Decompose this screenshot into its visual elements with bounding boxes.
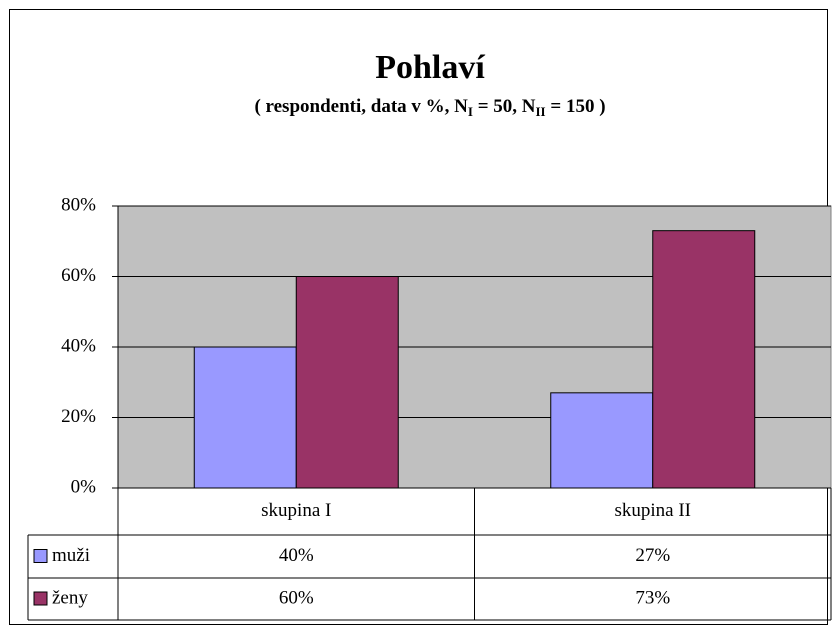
y-tick-label: 60% — [61, 265, 96, 286]
subtitle-part: II — [536, 104, 546, 119]
y-tick-label: 0% — [71, 476, 97, 497]
data-label: 60% — [279, 587, 314, 608]
x-tick-label: skupina I — [261, 500, 331, 521]
y-tick-label: 20% — [61, 406, 96, 427]
legend-key — [33, 591, 48, 606]
legend-label: muži — [52, 545, 90, 566]
bar — [652, 230, 756, 489]
subtitle-part: = 150 ) — [546, 96, 606, 117]
y-tick-label: 80% — [61, 194, 96, 215]
subtitle-part: = 50, N — [473, 96, 536, 117]
subtitle-part: ( respondenti, data v %, N — [254, 96, 468, 117]
y-tick-label: 40% — [61, 335, 96, 356]
chart-title: Pohlaví — [375, 49, 485, 86]
bar — [193, 346, 297, 489]
bar — [550, 392, 654, 489]
x-tick-label: skupina II — [614, 500, 691, 521]
data-label: 73% — [635, 587, 670, 608]
chart-subtitle: ( respondenti, data v %, NI = 50, NII = … — [254, 96, 605, 119]
legend-label: ženy — [52, 587, 88, 608]
subtitle-part: I — [468, 104, 473, 119]
bar — [295, 276, 399, 489]
legend-key — [33, 549, 48, 563]
data-label: 40% — [279, 545, 314, 566]
data-label: 27% — [635, 545, 670, 566]
